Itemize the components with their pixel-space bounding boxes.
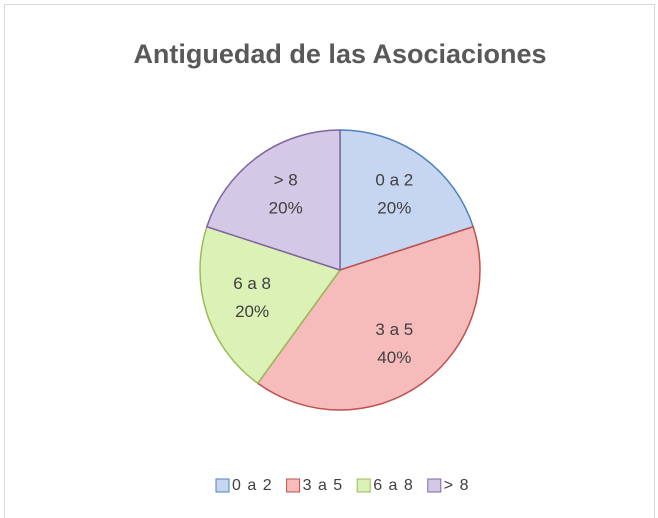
data-label-category: > 8: [274, 171, 298, 190]
pie-slice: [256, 225, 481, 411]
legend-swatch: [427, 478, 442, 493]
legend-swatch: [215, 478, 230, 493]
pie-slice: [199, 225, 342, 385]
chart-title: Antiguedad de las Asociaciones: [133, 39, 546, 69]
data-label-value: 20%: [377, 199, 411, 218]
pie-slice: [205, 129, 341, 272]
legend-label: 0 a 2: [232, 477, 273, 494]
data-label-category: 0 a 2: [375, 171, 413, 190]
data-label-value: 20%: [235, 302, 269, 321]
legend-swatch: [286, 478, 301, 493]
data-label-value: 20%: [269, 199, 303, 218]
legend-label: > 8: [444, 477, 470, 494]
legend-label: 3 a 5: [303, 477, 344, 494]
data-label-category: 6 a 8: [233, 274, 271, 293]
legend-swatch: [356, 478, 371, 493]
data-label-category: 3 a 5: [375, 320, 413, 339]
data-label-value: 40%: [377, 348, 411, 367]
legend-label: 6 a 8: [373, 477, 414, 494]
pie-slice: [339, 129, 475, 272]
